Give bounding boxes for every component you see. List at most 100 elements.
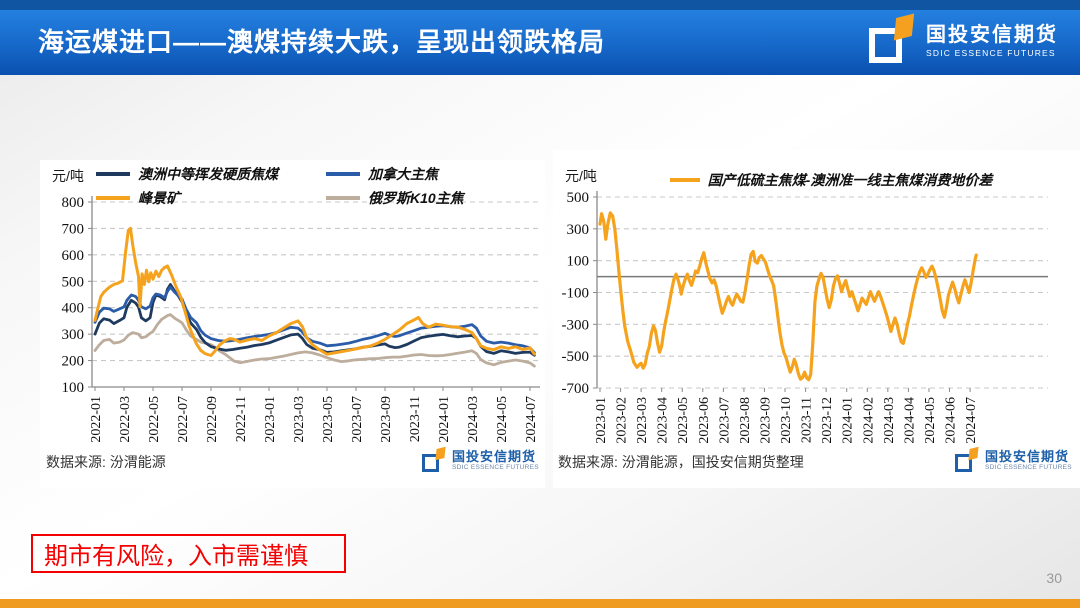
svg-text:2023-02: 2023-02 — [615, 397, 630, 444]
legend-label: 国产低硫主焦煤-澳洲准一线主焦煤消费地价差 — [707, 172, 993, 188]
svg-text:2023-05: 2023-05 — [321, 396, 336, 443]
svg-text:2023-06: 2023-06 — [697, 397, 712, 444]
svg-text:2023-11: 2023-11 — [408, 396, 423, 442]
svg-text:2024-01: 2024-01 — [437, 396, 452, 443]
page-number: 30 — [1046, 570, 1062, 586]
svg-text:2023-09: 2023-09 — [379, 396, 394, 443]
data-source: 数据来源: 汾渭能源 — [46, 454, 166, 470]
legend-item: 俄罗斯K10主焦 — [326, 188, 464, 208]
header-bar: 海运煤进口——澳煤持续大跌，呈现出领跌格局 国投安信期货 SDIC ESSENC… — [0, 0, 1080, 75]
company-logo-text: 国投安信期货 SDIC ESSENCE FUTURES — [985, 449, 1072, 472]
legend-item: 国产低硫主焦煤-澳洲准一线主焦煤消费地价差 — [669, 170, 993, 190]
svg-text:-700: -700 — [562, 381, 590, 397]
svg-text:-500: -500 — [562, 349, 590, 365]
company-logo-text: 国投安信期货 SDIC ESSENCE FUTURES — [452, 449, 539, 472]
chart-price-spread: 元/吨 国产低硫主焦煤-澳洲准一线主焦煤消费地价差 -700 -500 -300 -1… — [553, 150, 1080, 488]
slide-title: 海运煤进口——澳煤持续大跌，呈现出领跌格局 — [38, 27, 606, 57]
svg-text:2023-03: 2023-03 — [635, 397, 650, 444]
company-logo-header: 国投安信期货 SDIC ESSENCE FUTURES — [868, 13, 1058, 64]
logo-orange-diamond — [435, 446, 446, 461]
legend-item: 澳洲中等挥发硬质焦煤 — [96, 164, 326, 184]
svg-text:2024-03: 2024-03 — [466, 396, 481, 443]
svg-text:2024-04: 2024-04 — [902, 397, 917, 444]
svg-text:200: 200 — [62, 354, 85, 370]
legend-line-swatch — [326, 196, 360, 200]
svg-text:400: 400 — [62, 301, 85, 317]
svg-text:2022-03: 2022-03 — [118, 396, 133, 443]
company-logo-watermark: 国投安信期货 SDIC ESSENCE FUTURES — [955, 446, 1072, 473]
svg-text:2023-01: 2023-01 — [594, 397, 609, 444]
svg-text:2023-07: 2023-07 — [717, 397, 732, 444]
svg-text:2022-07: 2022-07 — [176, 396, 191, 443]
data-source: 数据来源: 汾渭能源，国投安信期货整理 — [558, 454, 804, 470]
logo-orange-diamond — [968, 446, 979, 461]
svg-text:2023-03: 2023-03 — [292, 396, 307, 443]
company-logo-icon — [955, 446, 980, 473]
company-logo-icon — [422, 446, 447, 473]
chart-coking-coal-prices: 元/吨 澳洲中等挥发硬质焦煤 加拿大主焦峰景矿 俄罗斯K10主焦 100 200 300… — [40, 160, 545, 488]
logo-name-en: SDIC ESSENCE FUTURES — [452, 464, 539, 471]
risk-warning-box: 期市有风险，入市需谨慎 — [31, 534, 346, 573]
risk-warning-text: 期市有风险，入市需谨慎 — [44, 543, 308, 570]
svg-text:2024-07: 2024-07 — [524, 396, 539, 443]
bottom-accent-bar — [0, 599, 1080, 608]
svg-text:800: 800 — [62, 195, 85, 211]
legend-line-swatch — [669, 178, 700, 182]
logo-square-frame — [869, 28, 902, 63]
svg-text:2023-11: 2023-11 — [800, 397, 815, 443]
y-axis-unit-label: 元/吨 — [52, 168, 84, 184]
svg-text:600: 600 — [62, 248, 85, 264]
company-logo-text: 国投安信期货 SDIC ESSENCE FUTURES — [926, 22, 1058, 59]
legend-line-swatch — [96, 196, 130, 200]
svg-text:2023-05: 2023-05 — [676, 397, 691, 444]
svg-text:2024-01: 2024-01 — [841, 397, 856, 444]
svg-text:2022-01: 2022-01 — [89, 396, 104, 443]
chart-canvas: -700 -500 -300 -100 100 300 500 2023-01 2023-02 2… — [562, 190, 1048, 444]
svg-text:500: 500 — [62, 274, 85, 290]
chart-legend: 国产低硫主焦煤-澳洲准一线主焦煤消费地价差 — [641, 170, 1021, 190]
legend-item: 加拿大主焦 — [326, 164, 464, 184]
chart-canvas: 100 200 300 400 500 600 700 800 2022-01 2022-03 20… — [62, 195, 540, 443]
y-axis-unit-label: 元/吨 — [565, 168, 597, 184]
logo-square-frame — [955, 454, 972, 472]
legend-label: 加拿大主焦 — [368, 166, 438, 182]
svg-text:2024-02: 2024-02 — [861, 397, 876, 444]
svg-text:700: 700 — [62, 221, 85, 237]
logo-orange-diamond — [893, 13, 915, 41]
svg-text:2023-12: 2023-12 — [820, 397, 835, 444]
company-logo-watermark: 国投安信期货 SDIC ESSENCE FUTURES — [422, 446, 539, 473]
svg-text:100: 100 — [62, 380, 85, 396]
legend-label: 峰景矿 — [138, 190, 180, 206]
company-logo-icon — [868, 13, 916, 64]
chart-legend: 澳洲中等挥发硬质焦煤 加拿大主焦峰景矿 俄罗斯K10主焦 — [96, 164, 464, 208]
svg-text:2024-05: 2024-05 — [495, 396, 510, 443]
svg-text:100: 100 — [567, 254, 590, 270]
logo-name: 国投安信期货 — [926, 23, 1058, 46]
svg-text:2022-05: 2022-05 — [147, 396, 162, 443]
svg-text:500: 500 — [567, 190, 590, 206]
svg-text:300: 300 — [62, 327, 85, 343]
legend-label: 澳洲中等挥发硬质焦煤 — [138, 166, 278, 182]
logo-name: 国投安信期货 — [985, 449, 1070, 464]
legend-line-swatch — [96, 172, 130, 176]
svg-text:2022-09: 2022-09 — [205, 396, 220, 443]
svg-text:2023-01: 2023-01 — [263, 396, 278, 443]
svg-text:-100: -100 — [562, 286, 590, 302]
svg-text:2022-11: 2022-11 — [234, 396, 249, 442]
svg-text:2024-06: 2024-06 — [944, 397, 959, 444]
legend-label: 俄罗斯K10主焦 — [368, 190, 464, 206]
logo-square-frame — [422, 454, 439, 472]
logo-name: 国投安信期货 — [452, 449, 537, 464]
svg-text:2023-07: 2023-07 — [350, 396, 365, 443]
svg-text:2023-10: 2023-10 — [779, 397, 794, 444]
header-top-strip — [0, 0, 1080, 10]
svg-text:300: 300 — [567, 222, 590, 238]
svg-text:2024-03: 2024-03 — [882, 397, 897, 444]
svg-text:2023-04: 2023-04 — [656, 397, 671, 444]
logo-name-en: SDIC ESSENCE FUTURES — [985, 464, 1072, 471]
svg-text:2024-05: 2024-05 — [923, 397, 938, 444]
svg-text:2023-08: 2023-08 — [738, 397, 753, 444]
legend-item: 峰景矿 — [96, 188, 326, 208]
logo-name-en: SDIC ESSENCE FUTURES — [926, 47, 1056, 58]
